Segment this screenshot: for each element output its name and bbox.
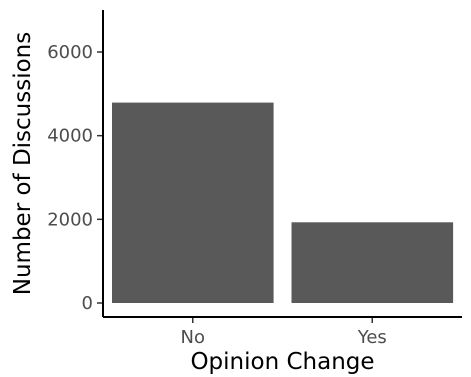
- x-ticks-group: No Yes: [181, 317, 387, 348]
- x-tick-label-no: No: [181, 327, 205, 348]
- y-tick-label: 6000: [47, 42, 93, 63]
- bars-group: [112, 102, 454, 303]
- y-tick-label: 2000: [47, 209, 93, 230]
- y-tick-label: 0: [82, 293, 93, 314]
- y-ticks-group: 0 2000 4000 6000: [47, 42, 103, 314]
- y-tick-label: 4000: [47, 126, 93, 147]
- x-axis-title: Opinion Change: [190, 349, 374, 375]
- y-axis-title: Number of Discussions: [10, 32, 36, 295]
- bar-no: [112, 102, 274, 303]
- bar-yes: [291, 222, 454, 303]
- x-tick-label-yes: Yes: [357, 327, 387, 348]
